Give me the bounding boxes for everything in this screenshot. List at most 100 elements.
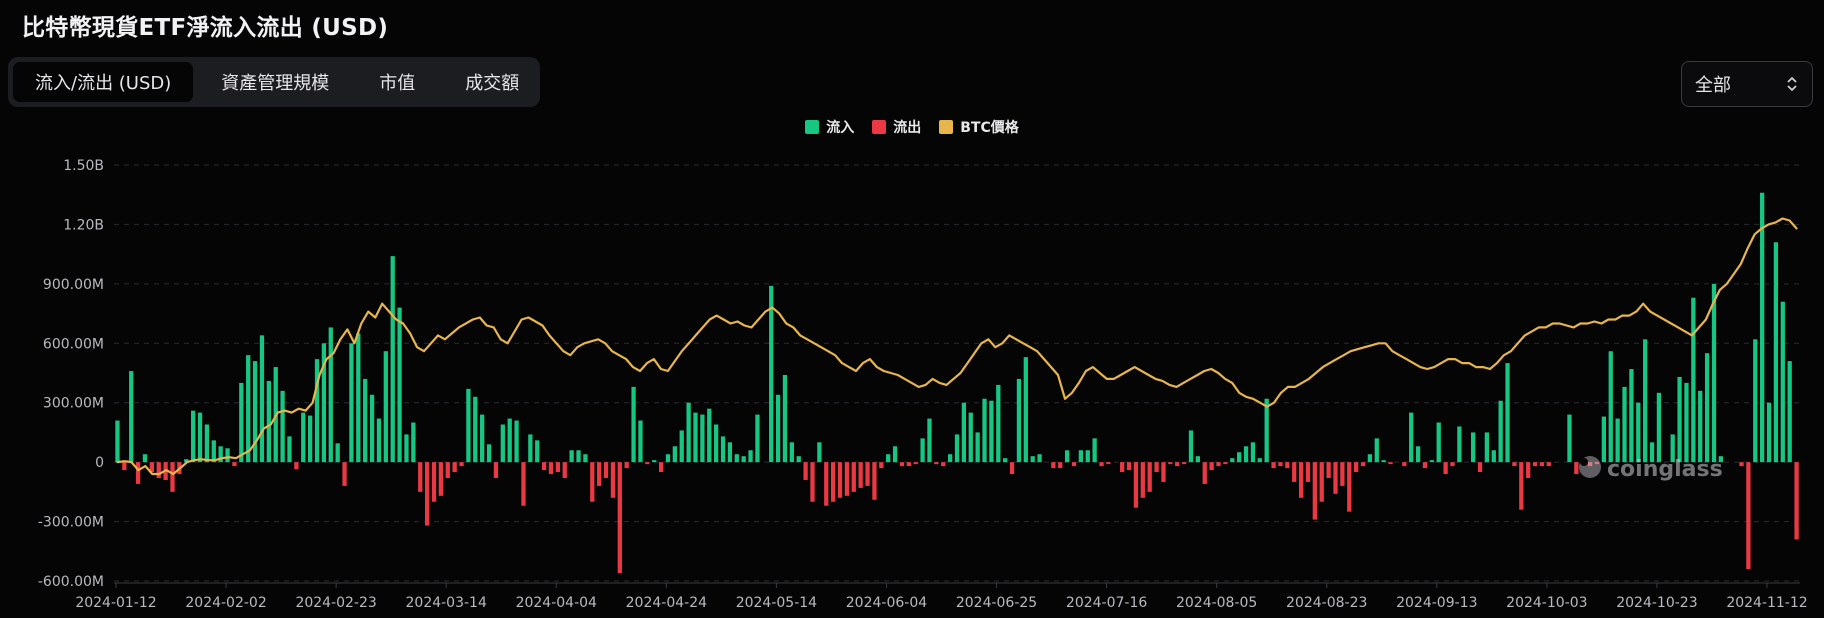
inflow-bar — [734, 454, 739, 463]
inflow-bar — [1491, 450, 1496, 463]
inflow-bar — [1684, 382, 1689, 463]
legend-item-inflow[interactable]: 流入 — [805, 117, 854, 137]
outflow-bar — [913, 462, 918, 465]
inflow-bar — [252, 361, 258, 463]
inflow-bar — [204, 424, 210, 463]
legend-label-outflow: 流出 — [893, 120, 922, 136]
inflow-bar — [782, 374, 788, 463]
outflow-bar — [1292, 462, 1297, 482]
tab-aum[interactable]: 資產管理規模 — [221, 73, 330, 94]
outflow-bar — [1175, 462, 1180, 467]
inflow-bar — [954, 434, 960, 463]
outflow-bar — [294, 462, 299, 470]
outflow-bar — [1181, 462, 1187, 465]
inflow-bar — [1649, 442, 1655, 463]
legend-swatch-btc-price — [939, 120, 954, 134]
outflow-bar — [1305, 462, 1311, 482]
inflow-bar — [1718, 456, 1723, 463]
tab-flow[interactable]: 流入/流出 (USD) — [13, 62, 194, 102]
outflow-bar — [1271, 462, 1276, 469]
outflow-bar — [156, 462, 161, 478]
inflow-bar — [246, 355, 251, 463]
outflow-bar — [1360, 462, 1366, 467]
outflow-bar — [1202, 462, 1207, 484]
tab-volume[interactable]: 成交額 — [465, 73, 520, 94]
outflow-bar — [1574, 462, 1579, 475]
outflow-bar — [603, 462, 609, 478]
x-tick-label: 2024-10-03 — [1506, 595, 1587, 611]
inflow-bar — [755, 414, 760, 463]
inflow-bar — [473, 396, 478, 463]
legend-item-outflow[interactable]: 流出 — [872, 117, 921, 137]
inflow-bar — [383, 351, 388, 463]
inflow-bar — [672, 446, 677, 463]
x-tick-label: 2024-03-14 — [406, 595, 487, 611]
inflow-bar — [996, 384, 1001, 463]
outflow-bar — [1347, 462, 1352, 512]
inflow-bar — [583, 454, 588, 463]
inflow-bar — [1374, 438, 1379, 463]
outflow-bar — [831, 462, 836, 502]
legend-label-inflow: 流入 — [826, 120, 855, 136]
inflow-bar — [1188, 430, 1194, 463]
outflow-bar — [1477, 462, 1483, 473]
inflow-bar — [886, 454, 891, 463]
inflow-bar — [927, 418, 932, 463]
inflow-bar — [129, 371, 134, 463]
outflow-bar — [590, 462, 595, 502]
outflow-bar — [1051, 462, 1056, 469]
legend-item-btc-price[interactable]: BTC價格 — [939, 117, 1019, 137]
legend-swatch-outflow — [872, 120, 887, 134]
inflow-bar — [796, 456, 801, 463]
page-title: 比特幣現貨ETF淨流入流出 (USD) — [22, 15, 389, 41]
inflow-bar — [1608, 351, 1613, 463]
outflow-bar — [445, 462, 450, 478]
outflow-bar — [1512, 462, 1517, 467]
outflow-bar — [1739, 462, 1744, 467]
inflow-bar — [961, 402, 967, 463]
outflow-bar — [135, 462, 141, 484]
outflow-bar — [1526, 462, 1531, 478]
outflow-bar — [555, 462, 560, 473]
inflow-bar — [1237, 452, 1242, 463]
x-tick-label: 2024-02-23 — [295, 595, 376, 611]
inflow-bar — [1622, 386, 1627, 463]
inflow-bar — [576, 450, 581, 463]
inflow-bar — [989, 400, 994, 463]
inflow-bar — [211, 440, 216, 463]
inflow-bar — [1003, 458, 1008, 463]
range-select[interactable]: 全部 — [1681, 61, 1813, 107]
inflow-bar — [376, 418, 382, 463]
inflow-bar — [892, 446, 898, 463]
tab-market-cap[interactable]: 市值 — [379, 73, 416, 94]
btc-price-line — [116, 217, 1798, 476]
x-tick-label: 2024-06-04 — [846, 595, 927, 611]
outflow-bar — [1587, 462, 1593, 467]
outflow-bar — [1161, 462, 1166, 482]
inflow-bar — [1787, 361, 1792, 463]
outflow-bar — [1340, 462, 1345, 486]
y-tick-label: 300.00M — [43, 396, 104, 412]
outflow-bar — [906, 462, 911, 467]
inflow-bar — [693, 412, 698, 463]
outflow-bar — [879, 462, 884, 469]
outflow-bar — [493, 462, 499, 478]
inflow-bar — [500, 424, 505, 463]
inflow-bar — [528, 434, 533, 463]
inflow-bar — [363, 378, 368, 463]
outflow-bar — [624, 462, 629, 469]
inflow-bar — [218, 446, 223, 463]
inflow-bar — [748, 450, 753, 463]
y-tick-label: 0 — [95, 455, 104, 471]
inflow-bar — [356, 333, 361, 463]
inflow-bar — [769, 285, 774, 463]
inflow-bar — [1601, 416, 1607, 463]
outflow-bar — [1298, 462, 1304, 498]
outflow-bar — [1140, 462, 1145, 498]
outflow-bar — [431, 462, 437, 502]
y-tick-label: -300.00M — [38, 515, 104, 531]
outflow-bar — [1319, 462, 1324, 502]
x-tick-label: 2024-06-25 — [956, 595, 1037, 611]
inflow-bar — [1498, 400, 1503, 463]
